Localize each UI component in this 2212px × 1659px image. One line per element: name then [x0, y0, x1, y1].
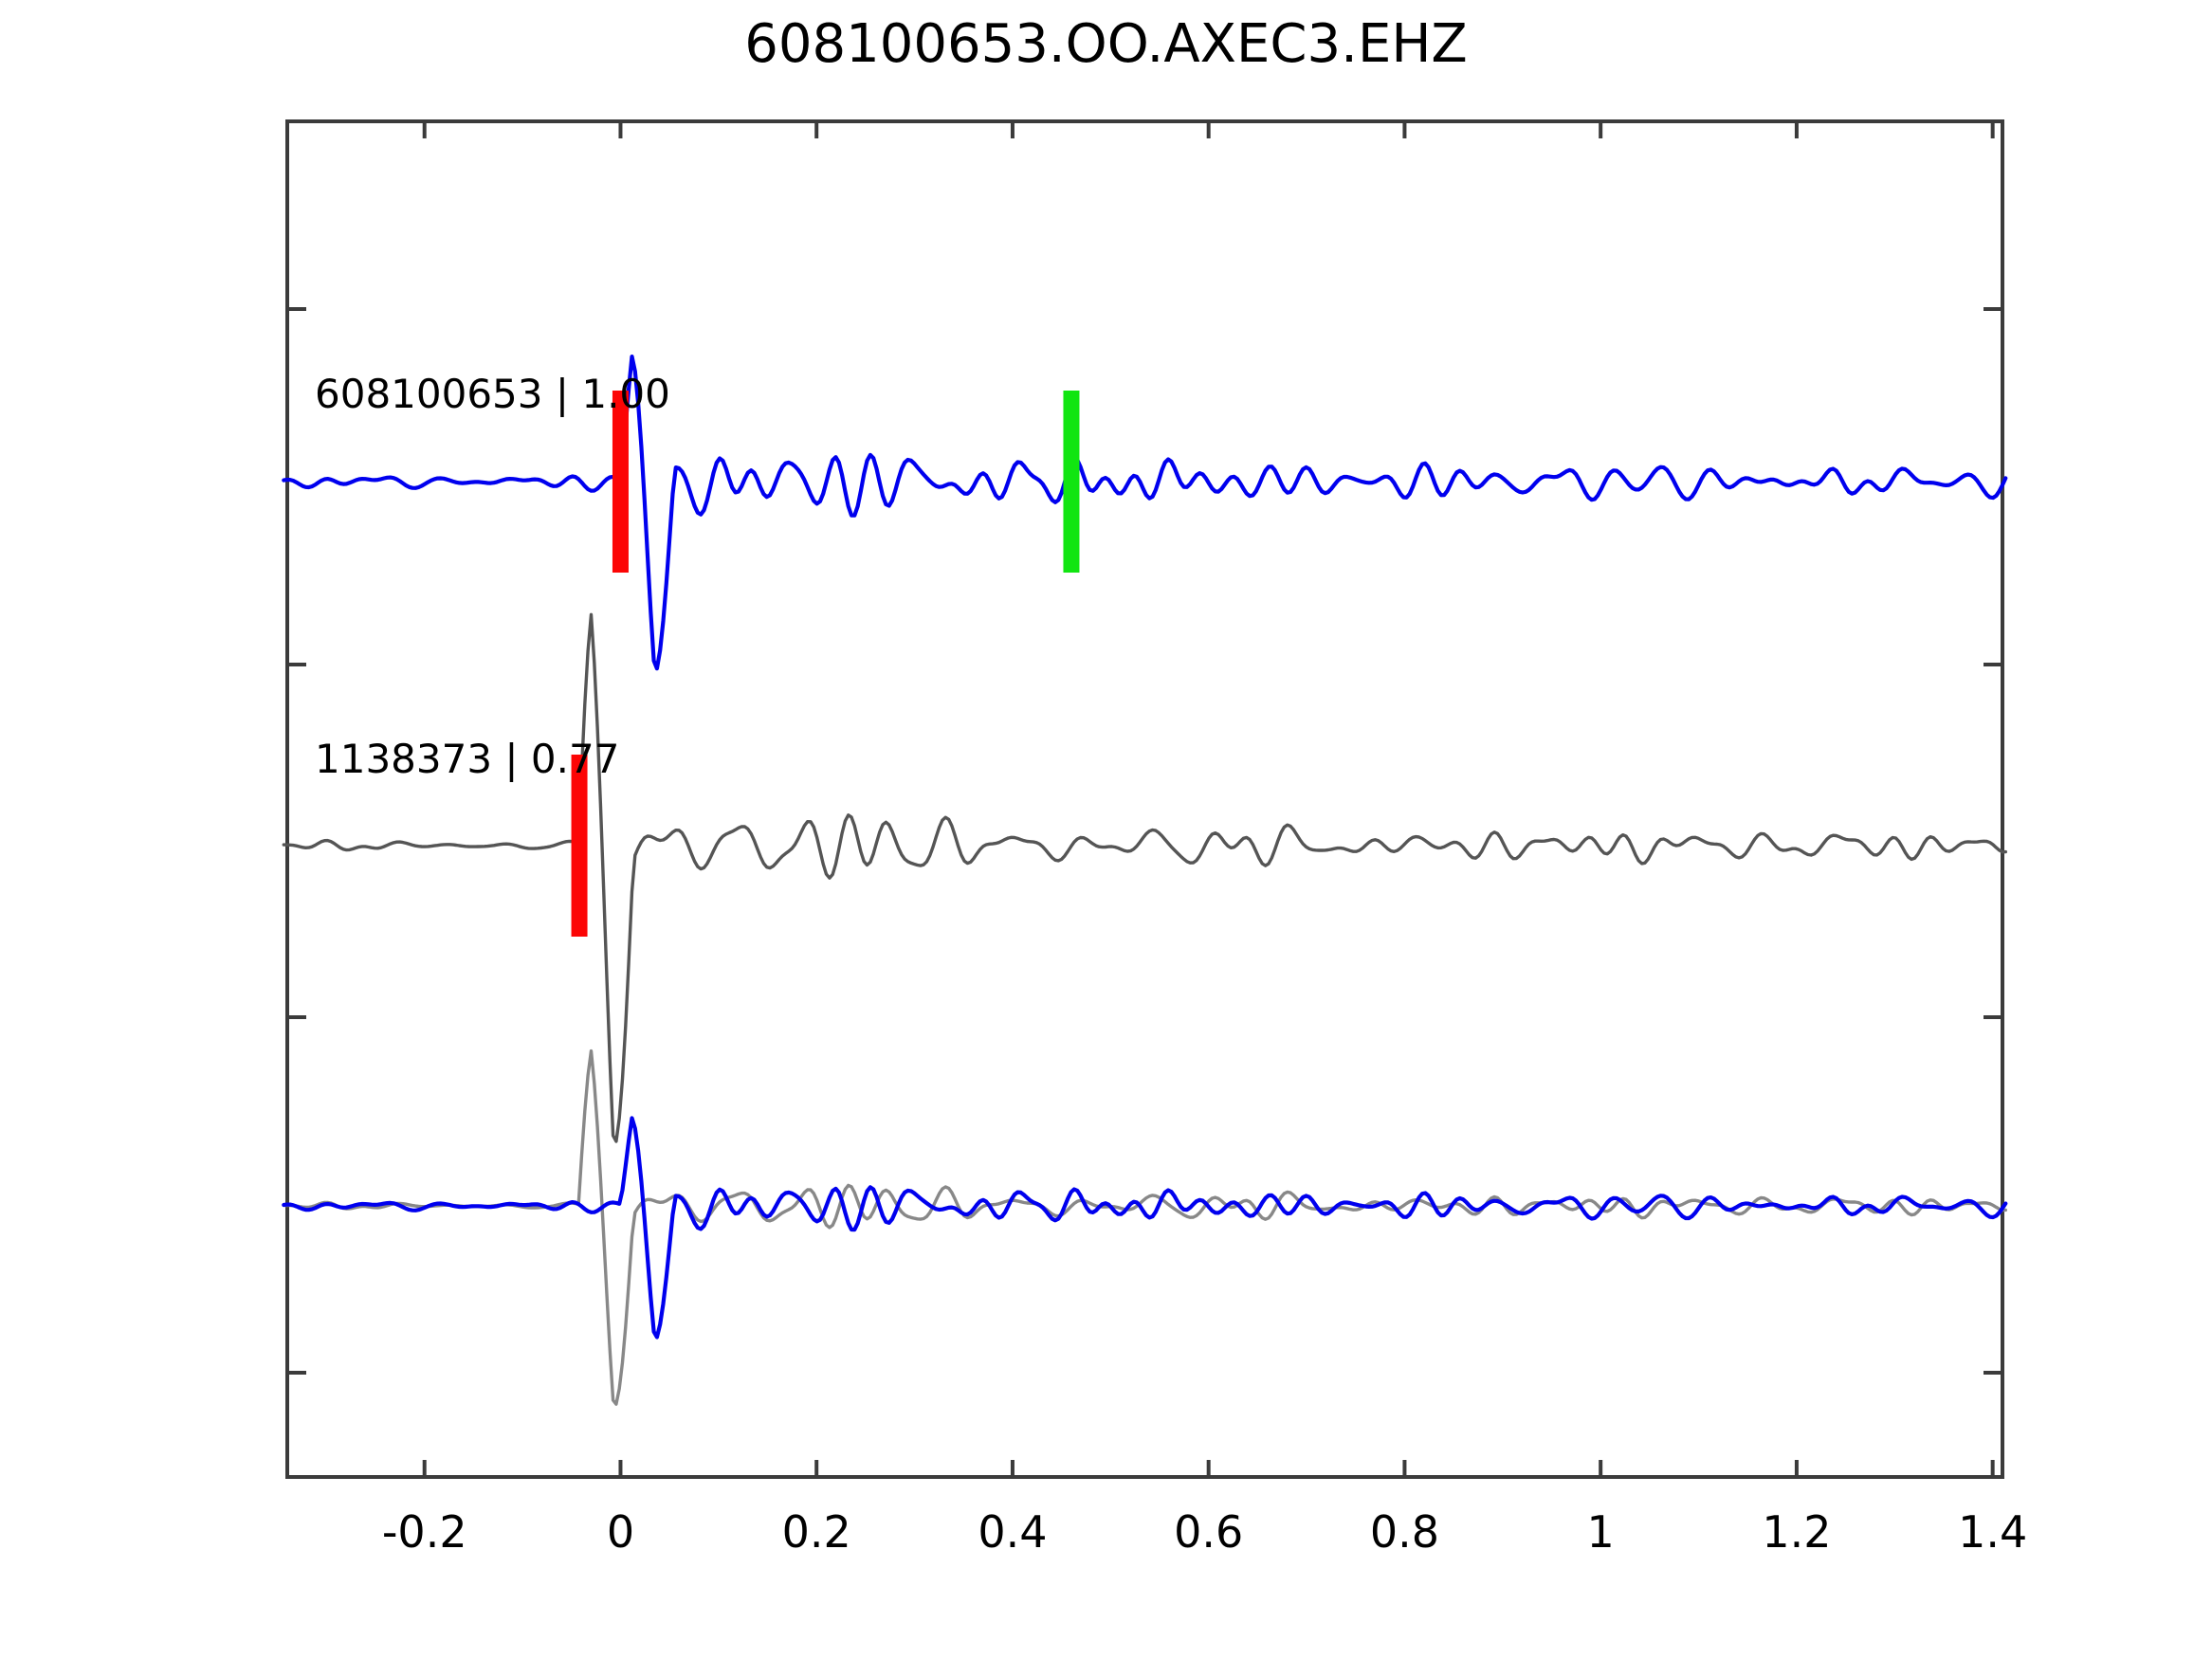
trace-labels: 608100653 | 1.00 1138373 | 0.77: [315, 371, 670, 782]
plot-frame: [285, 119, 2004, 1479]
x-tick-label: 1.2: [1762, 1506, 1831, 1558]
x-tick-label: 1.4: [1958, 1506, 2027, 1558]
template-trace-label: 608100653 | 1.00: [315, 371, 670, 417]
figure-title: 608100653.OO.AXEC3.EHZ: [744, 13, 1468, 75]
overlay-detection-trace: [282, 1048, 2007, 1406]
detection-trace-label: 1138373 | 0.77: [315, 736, 619, 782]
x-tick-label: 0.8: [1370, 1506, 1439, 1558]
axes-frame: [285, 119, 2004, 1479]
x-tick-label: 0.6: [1174, 1506, 1243, 1558]
x-tick-label: 1: [1587, 1506, 1615, 1558]
overlay-template-trace: [282, 1116, 2008, 1340]
x-tick-label: 0: [607, 1506, 634, 1558]
x-tick-label: -0.2: [382, 1506, 467, 1558]
template-waveform-trace: [282, 355, 2008, 671]
phase-pick-markers: [571, 391, 1080, 937]
x-tick-label: 0.2: [782, 1506, 851, 1558]
x-tick-label: 0.4: [978, 1506, 1047, 1558]
detection-waveform-trace: [282, 612, 2007, 1143]
waveform-traces: [282, 355, 2008, 1406]
x-tick-labels: -0.2 0 0.2 0.4 0.6 0.8 1 1.2 1.4: [382, 1506, 2027, 1558]
